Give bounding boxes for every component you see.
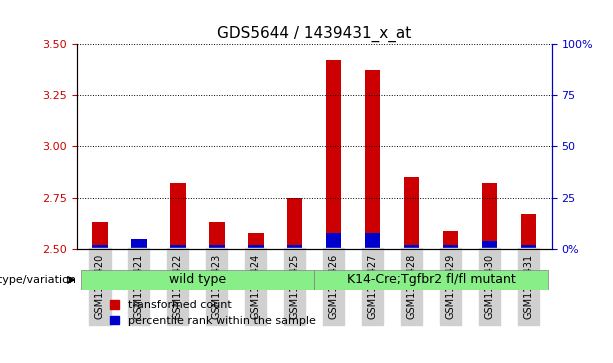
Bar: [443, 245, 459, 249]
Bar: [482, 183, 497, 249]
Bar: [170, 245, 186, 249]
Bar: [443, 231, 459, 249]
FancyBboxPatch shape: [80, 270, 314, 290]
Bar: [326, 60, 341, 249]
Text: genotype/variation: genotype/variation: [0, 275, 77, 285]
Bar: [365, 70, 380, 249]
Bar: [326, 233, 341, 249]
FancyBboxPatch shape: [314, 270, 548, 290]
Bar: [482, 241, 497, 249]
Bar: [520, 245, 536, 249]
Bar: [404, 245, 419, 249]
Bar: [287, 198, 302, 249]
Bar: [209, 223, 224, 249]
Title: GDS5644 / 1439431_x_at: GDS5644 / 1439431_x_at: [217, 26, 411, 42]
Bar: [170, 183, 186, 249]
Bar: [404, 177, 419, 249]
Bar: [131, 239, 147, 249]
Text: K14-Cre;Tgfbr2 fl/fl mutant: K14-Cre;Tgfbr2 fl/fl mutant: [346, 273, 516, 286]
Bar: [365, 233, 380, 249]
Bar: [209, 245, 224, 249]
Bar: [287, 245, 302, 249]
Legend: transformed count, percentile rank within the sample: transformed count, percentile rank withi…: [106, 296, 321, 330]
Bar: [248, 233, 264, 249]
Bar: [92, 245, 108, 249]
Bar: [248, 245, 264, 249]
Bar: [92, 223, 108, 249]
Bar: [520, 214, 536, 249]
Text: wild type: wild type: [169, 273, 226, 286]
